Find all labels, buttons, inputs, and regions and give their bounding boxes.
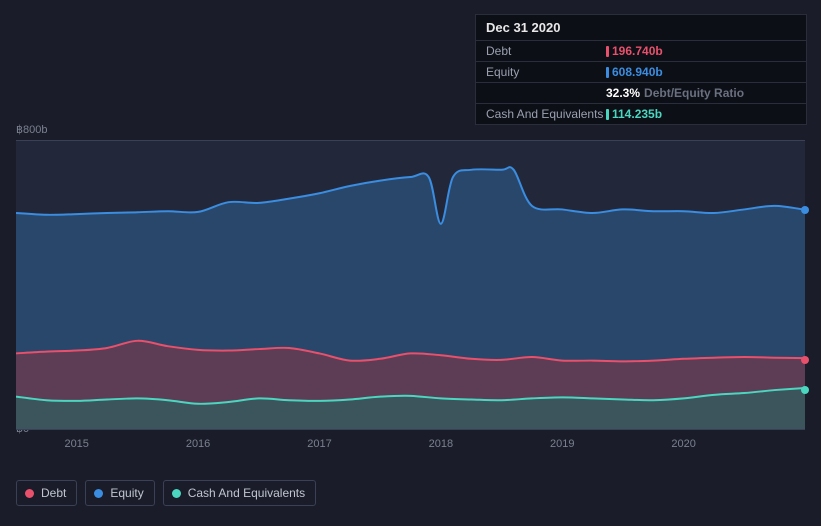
y-axis-max-label: ฿800b [16,123,47,136]
x-tick-label: 2020 [671,438,695,450]
legend-dot-icon [172,489,181,498]
tooltip-row: 32.3%Debt/Equity Ratio [476,82,806,103]
tooltip-row-label [486,86,606,100]
legend-label: Cash And Equivalents [188,486,305,500]
tooltip-row: Cash And Equivalents114.235b [476,103,806,124]
tooltip-date: Dec 31 2020 [476,15,806,40]
tooltip-row-value: 32.3%Debt/Equity Ratio [606,86,744,100]
legend-item-equity[interactable]: Equity [85,480,154,506]
legend-item-debt[interactable]: Debt [16,480,77,506]
endpoint-equity [801,206,809,214]
legend-item-cash-and-equivalents[interactable]: Cash And Equivalents [163,480,316,506]
legend-label: Debt [41,486,66,500]
legend-dot-icon [94,489,103,498]
tooltip-row-label: Cash And Equivalents [486,107,606,121]
legend-dot-icon [25,489,34,498]
legend-label: Equity [110,486,143,500]
tooltip-rows: Debt196.740bEquity608.940b32.3%Debt/Equi… [476,40,806,124]
tooltip-row-value: 196.740b [606,44,663,58]
endpoint-cash-and-equivalents [801,386,809,394]
legend: Debt Equity Cash And Equivalents [16,480,316,506]
x-tick-label: 2015 [64,438,88,450]
x-tick-label: 2019 [550,438,574,450]
tooltip-row-label: Debt [486,44,606,58]
endpoint-debt [801,356,809,364]
x-axis: 2015 2016 2017 2018 2019 2020 [16,438,805,456]
x-tick-label: 2018 [429,438,453,450]
tooltip-row-label: Equity [486,65,606,79]
tooltip-row-value: 114.235b [606,107,662,121]
x-tick-label: 2017 [307,438,331,450]
tooltip-row-value: 608.940b [606,65,663,79]
hover-tooltip: Dec 31 2020 Debt196.740bEquity608.940b32… [475,14,807,125]
x-tick-label: 2016 [186,438,210,450]
plot-area[interactable] [16,140,805,430]
tooltip-row: Equity608.940b [476,61,806,82]
tooltip-row: Debt196.740b [476,40,806,61]
